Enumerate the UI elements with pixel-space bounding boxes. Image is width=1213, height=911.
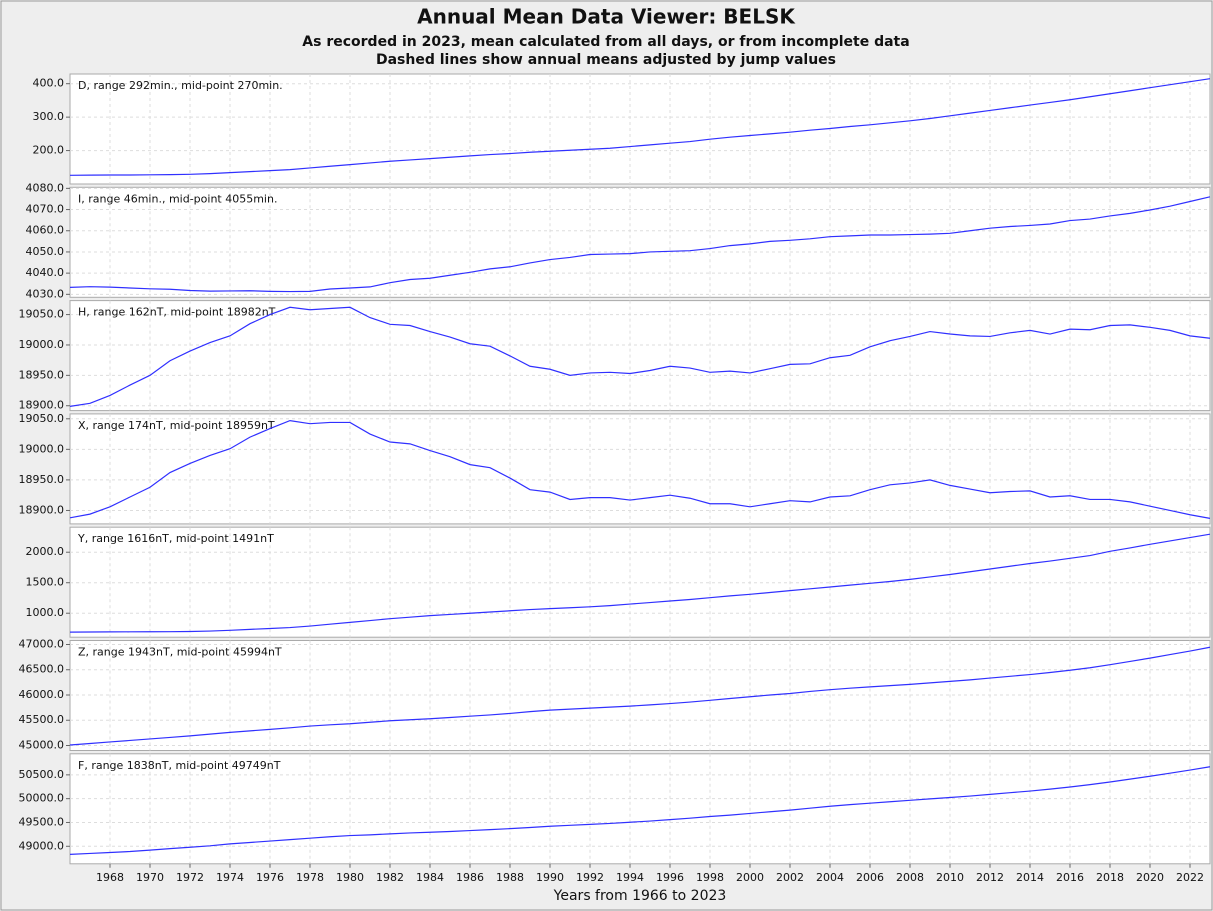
data-line — [69, 196, 1211, 293]
chart-subtitle: Dashed lines show annual means adjusted … — [376, 52, 836, 68]
panel-annotation: F, range 1838nT, mid-point 49749nT — [78, 759, 281, 772]
y-tick-label: 46500.0 — [19, 663, 65, 676]
data-line — [69, 646, 1211, 746]
y-tick-label: 19000.0 — [19, 338, 65, 351]
x-tick-label: 2000 — [736, 871, 764, 884]
x-tick-label: 1978 — [296, 871, 324, 884]
x-tick-label: 1996 — [656, 871, 684, 884]
y-tick-label: 45500.0 — [19, 713, 65, 726]
panel — [69, 413, 1211, 525]
panel — [69, 753, 1211, 865]
y-tick-label: 2000.0 — [26, 545, 65, 558]
panel — [69, 526, 1211, 638]
y-tick-label: 200.0 — [33, 144, 65, 157]
x-tick-label: 2016 — [1056, 871, 1084, 884]
x-tick-label: 2022 — [1176, 871, 1204, 884]
y-tick-label: 46000.0 — [19, 688, 65, 701]
y-tick-label: 4030.0 — [26, 287, 65, 300]
y-tick-label: 49000.0 — [19, 839, 65, 852]
x-tick-label: 1972 — [176, 871, 204, 884]
x-tick-label: 1974 — [216, 871, 244, 884]
y-tick-label: 1500.0 — [26, 576, 65, 589]
x-tick-label: 1988 — [496, 871, 524, 884]
x-tick-label: 2018 — [1096, 871, 1124, 884]
y-tick-label: 18950.0 — [19, 473, 65, 486]
y-tick-label: 50000.0 — [19, 792, 65, 805]
x-tick-label: 1986 — [456, 871, 484, 884]
x-tick-label: 2006 — [856, 871, 884, 884]
y-tick-label: 19050.0 — [19, 308, 65, 321]
x-tick-label: 2008 — [896, 871, 924, 884]
y-tick-label: 50500.0 — [19, 768, 65, 781]
x-tick-label: 1968 — [96, 871, 124, 884]
y-tick-label: 49500.0 — [19, 815, 65, 828]
panel-annotation: Z, range 1943nT, mid-point 45994nT — [78, 646, 282, 659]
y-tick-label: 47000.0 — [19, 637, 65, 650]
x-tick-label: 1980 — [336, 871, 364, 884]
x-tick-label: 2002 — [776, 871, 804, 884]
x-tick-label: 1994 — [616, 871, 644, 884]
data-line — [69, 766, 1211, 855]
x-tick-label: 1984 — [416, 871, 444, 884]
x-tick-label: 1982 — [376, 871, 404, 884]
x-tick-label: 1976 — [256, 871, 284, 884]
panel-annotation: X, range 174nT, mid-point 18959nT — [78, 419, 275, 432]
y-tick-label: 19000.0 — [19, 442, 65, 455]
x-tick-label: 2004 — [816, 871, 844, 884]
y-tick-label: 18950.0 — [19, 368, 65, 381]
panel — [69, 186, 1211, 298]
y-tick-label: 18900.0 — [19, 399, 65, 412]
data-line — [69, 420, 1211, 519]
y-tick-label: 300.0 — [33, 110, 65, 123]
x-tick-label: 2012 — [976, 871, 1004, 884]
chart-title: Annual Mean Data Viewer: BELSK — [417, 5, 796, 29]
y-tick-label: 19050.0 — [19, 412, 65, 425]
panel — [69, 73, 1211, 185]
x-tick-label: 2020 — [1136, 871, 1164, 884]
panel — [69, 640, 1211, 751]
data-line — [69, 78, 1211, 176]
x-tick-label: 1992 — [576, 871, 604, 884]
y-tick-label: 4080.0 — [26, 181, 65, 194]
x-tick-label: 2010 — [936, 871, 964, 884]
panel-annotation: Y, range 1616nT, mid-point 1491nT — [77, 532, 274, 545]
x-tick-label: 1970 — [136, 871, 164, 884]
data-line — [69, 533, 1211, 633]
y-tick-label: 4060.0 — [26, 224, 65, 237]
x-tick-label: 1990 — [536, 871, 564, 884]
x-axis-label: Years from 1966 to 2023 — [553, 888, 727, 904]
y-tick-label: 45000.0 — [19, 739, 65, 752]
x-tick-label: 2014 — [1016, 871, 1044, 884]
y-tick-label: 18900.0 — [19, 503, 65, 516]
x-tick-label: 1998 — [696, 871, 724, 884]
y-tick-label: 1000.0 — [26, 606, 65, 619]
data-line — [69, 306, 1211, 407]
panel-annotation: D, range 292min., mid-point 270min. — [78, 79, 283, 92]
panel-annotation: H, range 162nT, mid-point 18982nT — [78, 306, 276, 319]
panel-annotation: I, range 46min., mid-point 4055min. — [78, 192, 277, 205]
chart-subtitle: As recorded in 2023, mean calculated fro… — [302, 34, 909, 50]
y-tick-label: 4070.0 — [26, 203, 65, 216]
y-tick-label: 4040.0 — [26, 266, 65, 279]
y-tick-label: 400.0 — [33, 77, 65, 90]
y-tick-label: 4050.0 — [26, 245, 65, 258]
